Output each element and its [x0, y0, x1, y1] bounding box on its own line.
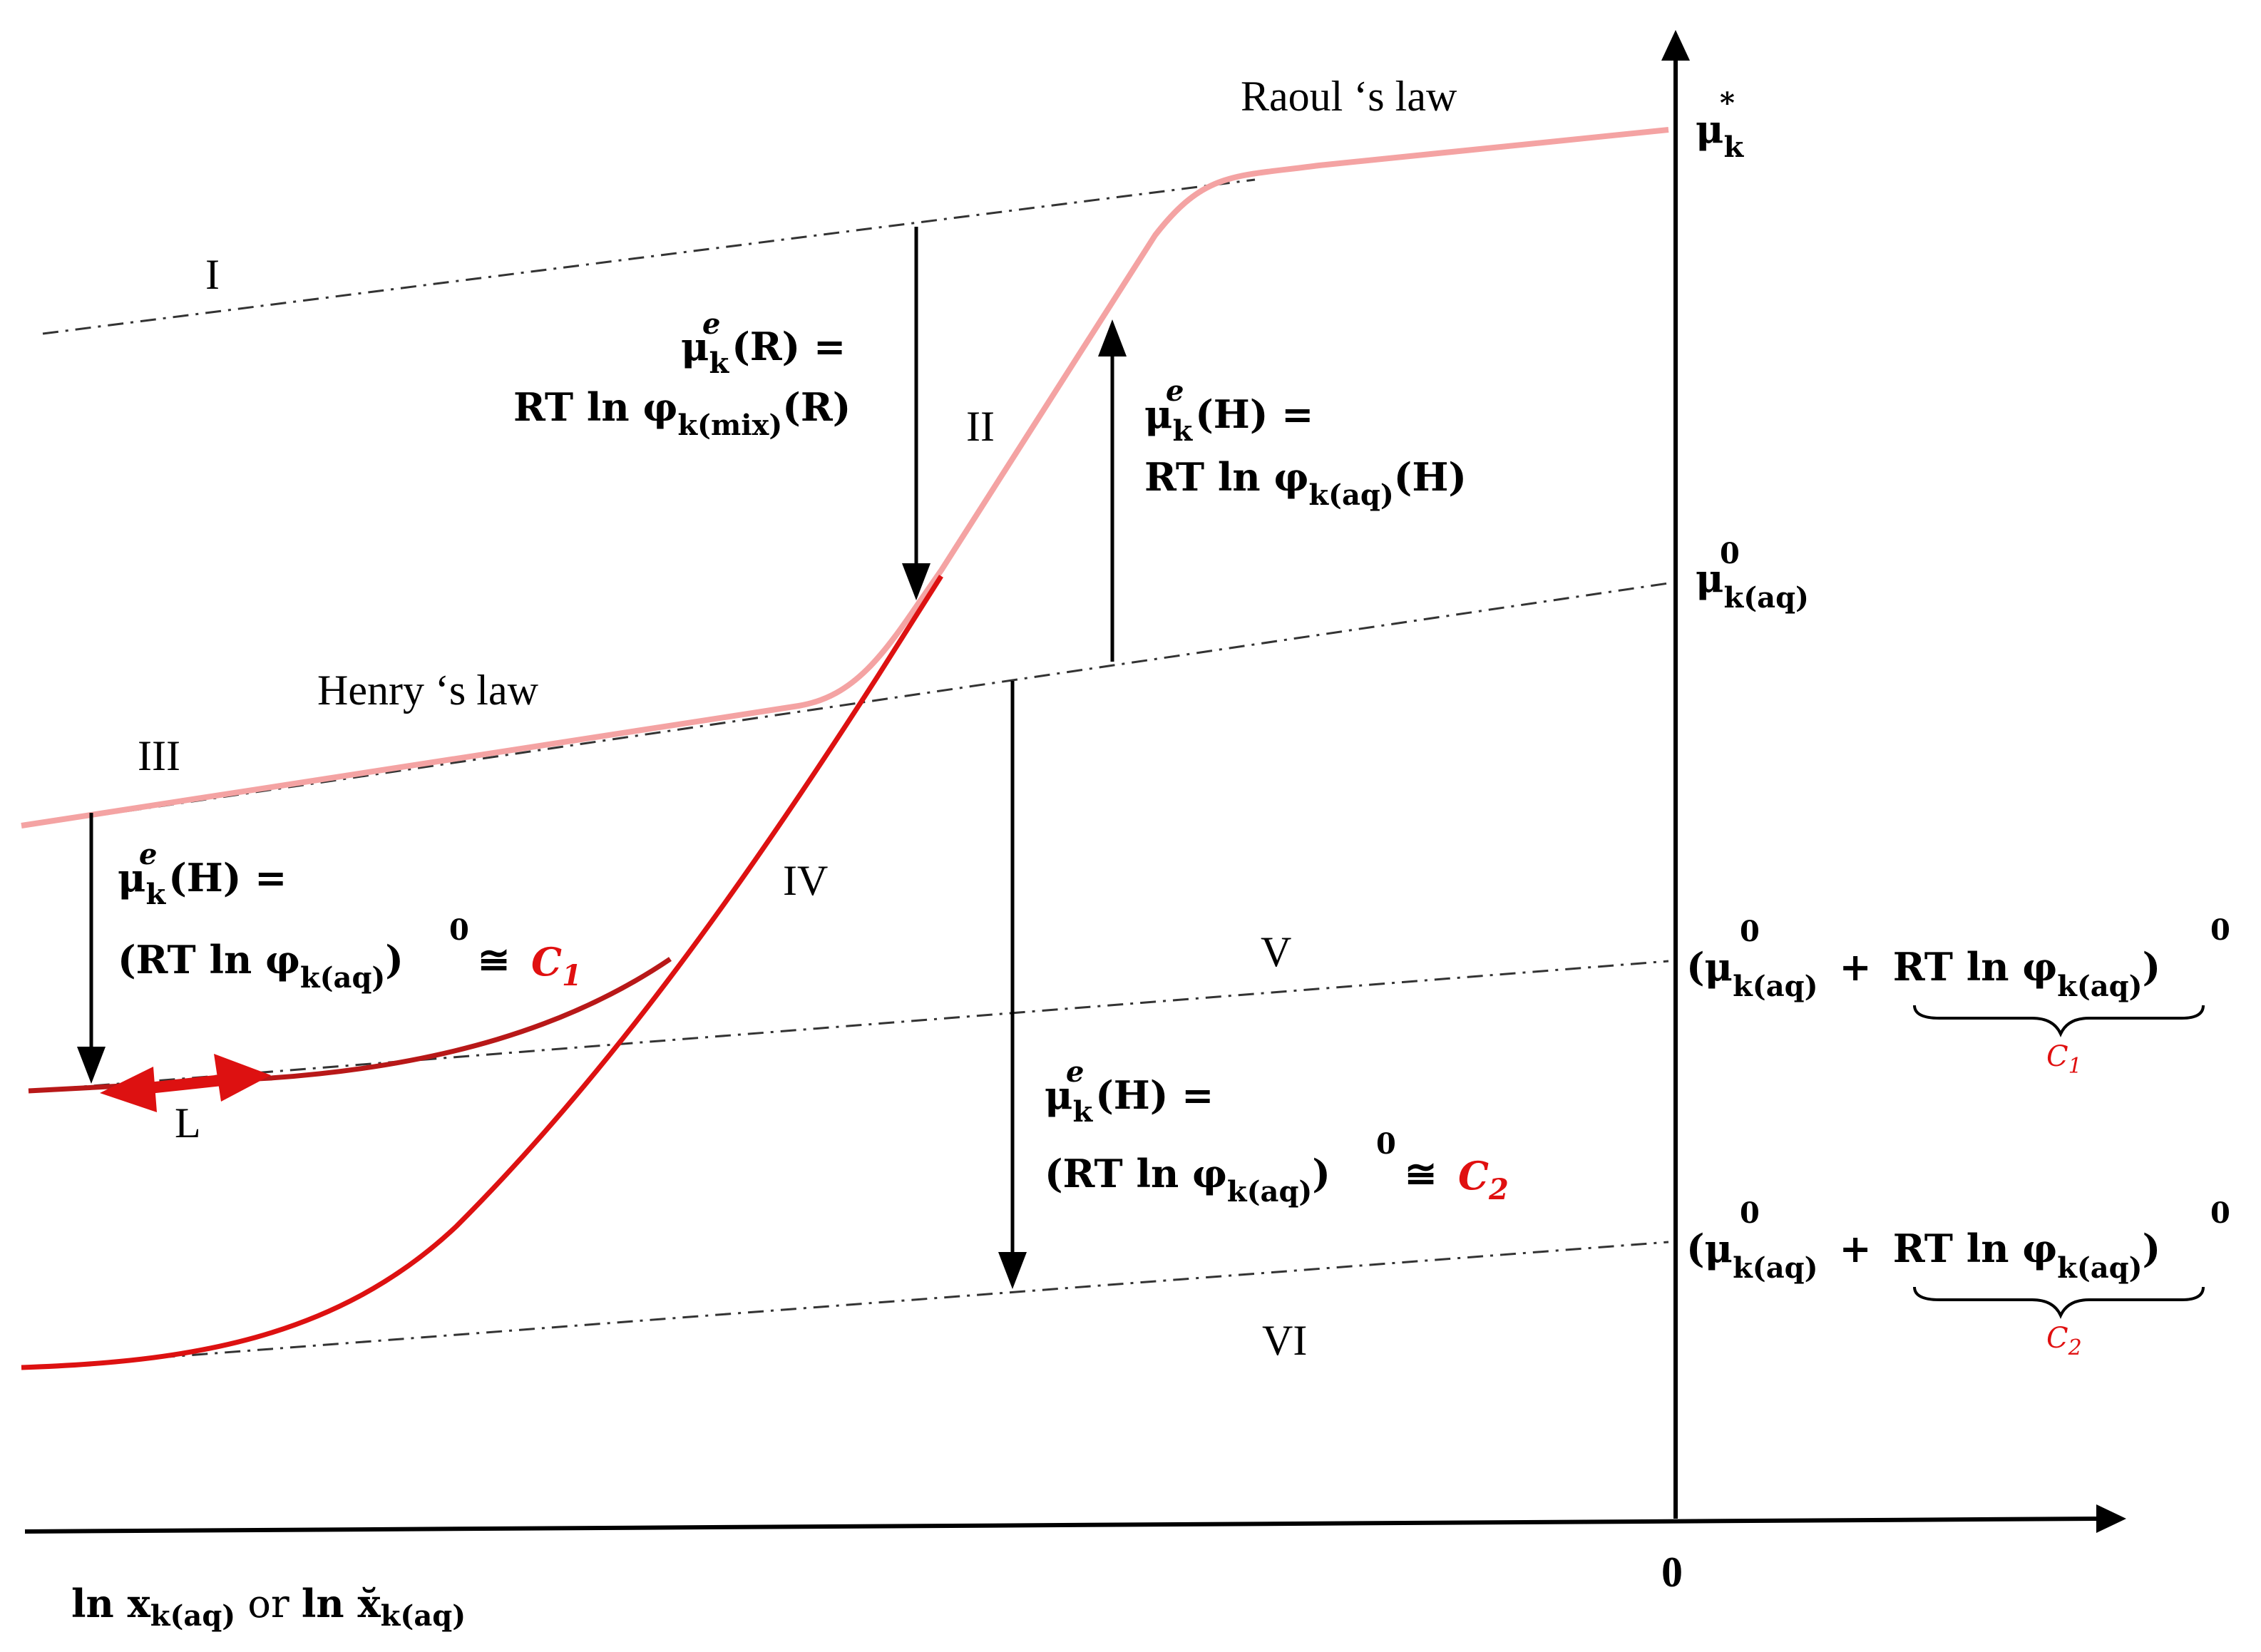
svg-text:C1: C1 — [2046, 1040, 2082, 1079]
L-double-arrow — [100, 1054, 271, 1112]
region-I: I — [205, 251, 220, 298]
line-V — [28, 960, 1669, 1092]
svg-text:RT ln φk(mix)(R): RT ln φk(mix)(R) — [513, 384, 851, 442]
svg-text:μk: μk — [1696, 106, 1745, 164]
x-axis-label: ln xk(aq) or ln x̆k(aq) — [71, 1581, 466, 1633]
svg-text:0: 0 — [2210, 913, 2230, 947]
svg-text:0: 0 — [449, 913, 469, 947]
vertical-arrows — [77, 227, 1127, 1289]
svg-text:(RT ln φk(aq)): (RT ln φk(aq)) — [118, 937, 404, 995]
equation-c1: μk(H) = e (RT ln φk(aq)) 0 ≅ C1 — [118, 838, 582, 995]
svg-text:*: * — [1720, 86, 1735, 120]
region-IV: IV — [783, 857, 828, 904]
svg-text:e: e — [702, 307, 720, 341]
henry-law-label: Henry ‘s law — [317, 667, 539, 714]
svg-text:C1: C1 — [531, 939, 582, 992]
svg-text:0: 0 — [1740, 915, 1760, 948]
x-axis — [24, 1517, 2101, 1534]
line-VI — [28, 1241, 1669, 1369]
region-L: L — [175, 1099, 201, 1146]
svg-text:C2: C2 — [1458, 1153, 1509, 1206]
svg-text:ln xk(aq) or ln x̆k(aq): ln xk(aq) or ln x̆k(aq) — [71, 1581, 466, 1633]
region-III: III — [138, 732, 180, 779]
x-axis-arrowhead — [2096, 1504, 2126, 1533]
red-curve-IV — [21, 575, 943, 1370]
raoult-law-label: Raoul ‘s law — [1241, 73, 1457, 120]
mu-star-label: μk * — [1696, 86, 1745, 164]
svg-text:(μk(aq)+RT ln φk(aq)): (μk(aq) + RT ln φk(aq)) — [1686, 944, 2160, 1003]
equation-mu-e-R: μk(R) = e RT ln φk(mix)(R) — [513, 307, 851, 442]
svg-text:e: e — [1066, 1055, 1084, 1089]
svg-text:0: 0 — [1740, 1196, 1760, 1230]
axes — [24, 30, 2126, 1534]
line-I — [42, 178, 1256, 335]
svg-text:μk(H) =: μk(H) = — [118, 855, 287, 911]
raoult-henry-curve — [21, 127, 1669, 828]
svg-text:RT ln φk(aq)(H): RT ln φk(aq)(H) — [1144, 454, 1467, 512]
region-V: V — [1261, 928, 1291, 975]
c2-expression: (μk(aq) + RT ln φk(aq)) 0 0 C2 — [1686, 1196, 2230, 1360]
svg-text:μk(aq): μk(aq) — [1696, 555, 1809, 615]
svg-text:μk(R) =: μk(R) = — [681, 324, 846, 380]
region-VI: VI — [1262, 1317, 1307, 1364]
svg-text:μk(H) =: μk(H) = — [1045, 1072, 1214, 1129]
dark-red-curve-V — [28, 957, 672, 1094]
svg-text:≅: ≅ — [478, 937, 510, 983]
y-axis-arrowhead — [1661, 30, 1690, 61]
svg-text:0: 0 — [1376, 1127, 1396, 1161]
svg-text:0: 0 — [2210, 1196, 2230, 1230]
c1-expression: (μk(aq) + RT ln φk(aq)) 0 0 C1 — [1686, 913, 2230, 1079]
svg-text:≅: ≅ — [1405, 1151, 1437, 1196]
equation-c2: μk(H) = e (RT ln φk(aq)) 0 ≅ C2 — [1045, 1055, 1509, 1209]
svg-text:e: e — [1166, 374, 1184, 408]
origin-label: 0 — [1661, 1549, 1683, 1596]
equation-mu-e-H-upper: μk(H) = e RT ln φk(aq)(H) — [1144, 374, 1467, 512]
svg-text:e: e — [139, 838, 157, 871]
svg-text:0: 0 — [1720, 537, 1740, 570]
mu-zero-label: μk(aq) 0 — [1696, 537, 1809, 615]
svg-text:C2: C2 — [2046, 1322, 2082, 1360]
svg-text:(RT ln φk(aq)): (RT ln φk(aq)) — [1045, 1151, 1331, 1209]
svg-text:μk(H) =: μk(H) = — [1144, 391, 1313, 448]
region-II: II — [966, 403, 995, 450]
svg-text:(μk(aq)+RT ln φk(aq)): (μk(aq) + RT ln φk(aq)) — [1686, 1226, 2160, 1285]
